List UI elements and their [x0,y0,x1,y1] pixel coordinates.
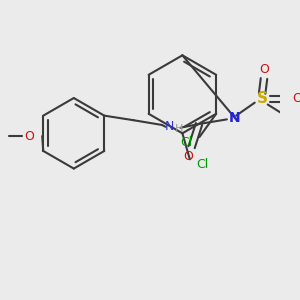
Text: N: N [165,120,174,133]
Text: S: S [256,92,268,106]
Text: O: O [292,92,300,105]
Text: O: O [259,63,269,76]
Text: Cl: Cl [197,158,209,171]
Text: Cl: Cl [180,136,193,149]
Text: H: H [174,124,183,134]
Text: N: N [229,110,240,124]
Text: O: O [183,150,193,163]
Text: O: O [24,130,34,142]
